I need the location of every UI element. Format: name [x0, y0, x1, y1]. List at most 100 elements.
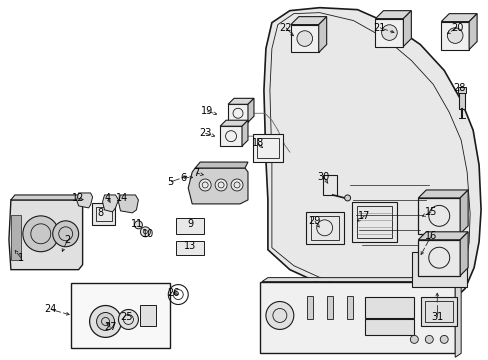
Text: 5: 5	[167, 177, 173, 187]
Circle shape	[23, 216, 59, 252]
Circle shape	[140, 227, 150, 237]
Text: 31: 31	[430, 312, 443, 323]
Bar	[260, 282, 454, 353]
Bar	[440, 22, 468, 50]
Text: 16: 16	[424, 231, 436, 241]
Circle shape	[447, 28, 462, 43]
Polygon shape	[262, 278, 460, 282]
Text: 14: 14	[116, 193, 128, 203]
Bar	[457, 87, 465, 93]
Bar	[91, 203, 115, 225]
Text: 22: 22	[279, 23, 291, 33]
Text: 4: 4	[104, 193, 110, 203]
Bar	[326, 296, 332, 319]
Bar	[411, 252, 466, 287]
Text: 10: 10	[142, 229, 154, 239]
Circle shape	[344, 195, 350, 201]
Text: 18: 18	[251, 138, 264, 148]
Text: 29: 29	[308, 216, 320, 226]
Bar	[310, 216, 338, 240]
Bar	[364, 319, 413, 336]
Circle shape	[381, 25, 396, 40]
Text: 17: 17	[358, 211, 370, 221]
Polygon shape	[247, 98, 253, 122]
Polygon shape	[403, 11, 410, 46]
Polygon shape	[264, 8, 480, 307]
Polygon shape	[417, 232, 467, 240]
Text: 21: 21	[372, 23, 385, 33]
Text: 20: 20	[450, 23, 463, 33]
Circle shape	[230, 179, 243, 191]
Circle shape	[425, 336, 432, 343]
Circle shape	[215, 179, 226, 191]
Bar	[220, 126, 242, 146]
Text: 8: 8	[97, 208, 103, 218]
Circle shape	[439, 336, 447, 343]
Bar	[458, 91, 464, 109]
Bar	[252, 134, 282, 162]
Polygon shape	[318, 17, 326, 53]
Text: 15: 15	[424, 207, 437, 217]
Bar	[322, 175, 336, 195]
Bar	[176, 241, 203, 255]
Text: 1: 1	[18, 253, 24, 263]
Text: 19: 19	[201, 106, 213, 116]
Text: 30: 30	[317, 172, 329, 182]
Bar	[140, 305, 156, 327]
Polygon shape	[459, 232, 467, 276]
Text: 11: 11	[131, 219, 143, 229]
Bar	[95, 207, 111, 221]
Polygon shape	[11, 215, 21, 260]
Polygon shape	[102, 195, 118, 212]
Bar	[351, 202, 396, 242]
Polygon shape	[220, 120, 247, 126]
Circle shape	[89, 306, 121, 337]
Polygon shape	[459, 190, 467, 234]
Circle shape	[53, 221, 79, 247]
Polygon shape	[77, 193, 92, 208]
Text: 12: 12	[71, 193, 83, 203]
Text: 9: 9	[187, 219, 193, 229]
Text: 7: 7	[193, 168, 199, 178]
Polygon shape	[290, 17, 326, 24]
Polygon shape	[195, 162, 247, 168]
Bar	[176, 218, 203, 234]
Polygon shape	[227, 98, 253, 104]
Circle shape	[118, 310, 138, 329]
Circle shape	[199, 179, 211, 191]
Bar	[346, 296, 352, 319]
Circle shape	[265, 302, 293, 329]
Polygon shape	[440, 14, 476, 22]
Polygon shape	[9, 200, 82, 270]
Bar	[71, 283, 170, 348]
Text: 26: 26	[167, 288, 179, 298]
Bar	[421, 297, 456, 327]
Text: 2: 2	[64, 235, 71, 245]
Bar	[375, 19, 403, 46]
Text: 27: 27	[104, 323, 117, 332]
Bar	[305, 212, 343, 244]
Text: 24: 24	[44, 305, 57, 315]
Circle shape	[296, 31, 312, 46]
Bar	[306, 296, 312, 319]
Text: 28: 28	[452, 84, 465, 93]
Polygon shape	[468, 14, 476, 50]
Text: 6: 6	[180, 173, 186, 183]
Text: 23: 23	[199, 128, 211, 138]
Bar	[425, 301, 452, 323]
Polygon shape	[417, 190, 467, 198]
Circle shape	[96, 312, 114, 330]
Bar	[417, 198, 459, 234]
Bar	[364, 297, 413, 319]
Bar	[290, 24, 318, 53]
Bar	[256, 138, 278, 158]
Text: 25: 25	[120, 312, 132, 323]
Polygon shape	[188, 168, 247, 204]
Polygon shape	[118, 195, 138, 213]
Polygon shape	[375, 11, 410, 19]
Circle shape	[134, 221, 142, 229]
Polygon shape	[454, 278, 460, 357]
Circle shape	[409, 336, 417, 343]
Polygon shape	[242, 120, 247, 146]
Bar	[356, 206, 392, 238]
